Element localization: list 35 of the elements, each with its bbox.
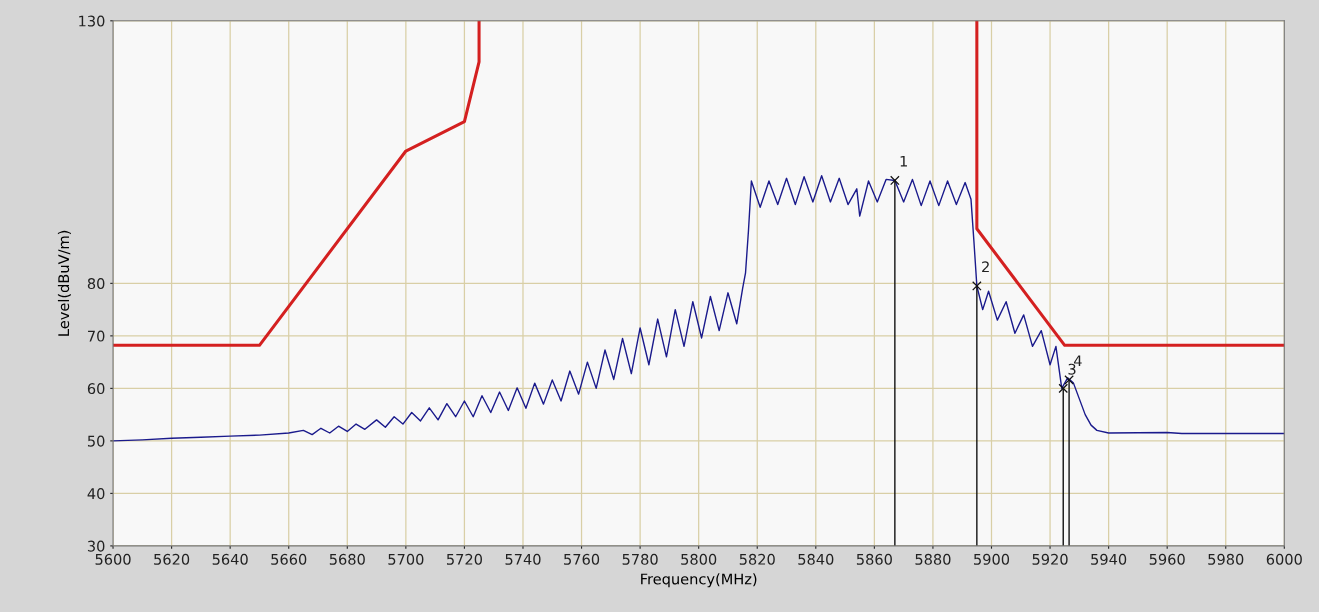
x-tick-label: 6000 (1266, 553, 1302, 565)
annotation: 2 (982, 261, 989, 273)
x-tick-label: 5600 (95, 553, 131, 565)
x-tick-label: 5760 (564, 553, 600, 565)
x-tick-label: 5900 (974, 553, 1010, 565)
x-tick-label: 5840 (798, 553, 834, 565)
x-tick-label: 5620 (154, 553, 190, 565)
y-tick-label: 60 (87, 383, 105, 395)
x-tick-label: 5640 (212, 553, 248, 565)
y-tick-label: 40 (87, 488, 105, 500)
y-axis-title: Level(dBuV/m) (57, 230, 71, 336)
x-tick-label: 5720 (446, 553, 483, 565)
x-tick-label: 5940 (1091, 553, 1127, 565)
y-tick-label: 70 (88, 330, 105, 342)
x-axis-title: Frequency(MHz) (641, 573, 757, 588)
x-tick-label: 5820 (739, 553, 775, 565)
x-tick-label: 5680 (329, 553, 365, 565)
x-tick-label: 5740 (505, 553, 541, 565)
line-series (113, 20, 481, 347)
x-tick-label: 5660 (271, 553, 307, 565)
annotation: 3 (1068, 363, 1076, 375)
line-series (113, 175, 1285, 442)
x-tick-label: 5880 (915, 553, 951, 565)
x-tick-label: 5800 (681, 553, 717, 565)
y-tick-label: 30 (87, 540, 105, 552)
x-tick-label: 5980 (1208, 553, 1244, 565)
y-tick-label: 50 (87, 435, 105, 447)
y-tick-label: 130 (79, 15, 105, 27)
x-tick-label: 5700 (388, 553, 424, 565)
y-tick-label: 80 (87, 278, 105, 290)
annotation: 1 (900, 155, 907, 167)
x-tick-label: 5960 (1149, 553, 1185, 565)
x-tick-label: 5920 (1032, 553, 1068, 565)
x-tick-label: 5860 (856, 553, 892, 565)
x-tick-label: 5780 (622, 553, 658, 565)
